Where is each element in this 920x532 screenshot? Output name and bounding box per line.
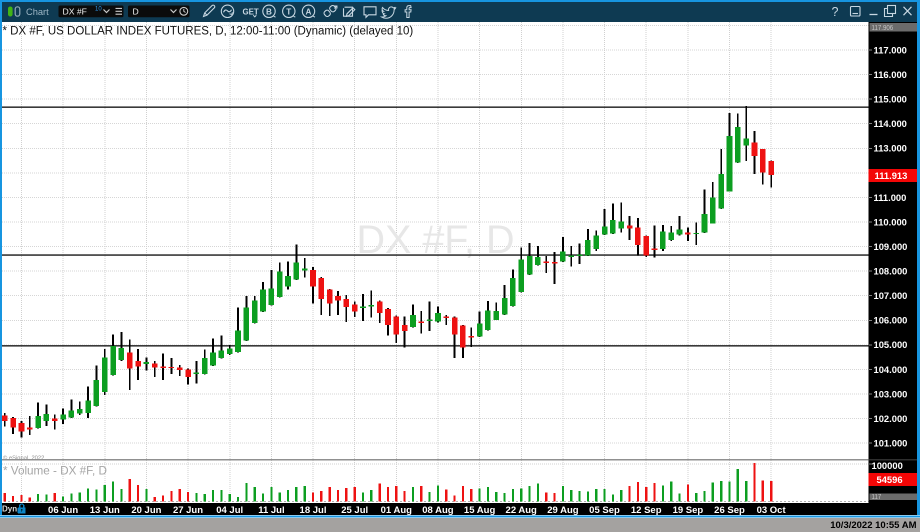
svg-text:107.000: 107.000 bbox=[874, 290, 908, 301]
svg-text:?: ? bbox=[832, 5, 839, 19]
svg-text:114.000: 114.000 bbox=[874, 118, 907, 129]
svg-text:04 Jul: 04 Jul bbox=[216, 505, 243, 516]
svg-text:109.000: 109.000 bbox=[874, 241, 908, 252]
svg-text:111.000: 111.000 bbox=[874, 192, 907, 203]
svg-text:T: T bbox=[286, 7, 291, 16]
svg-text:102.000: 102.000 bbox=[874, 413, 908, 424]
svg-text:20 Jun: 20 Jun bbox=[131, 505, 161, 516]
svg-text:18 Jul: 18 Jul bbox=[300, 505, 327, 516]
svg-text:25 Jul: 25 Jul bbox=[341, 505, 368, 516]
svg-text:08 Aug: 08 Aug bbox=[422, 505, 454, 516]
svg-text:B: B bbox=[266, 7, 272, 16]
svg-text:117.906: 117.906 bbox=[872, 25, 894, 33]
svg-text:22 Aug: 22 Aug bbox=[506, 505, 538, 516]
svg-text:Dyn: Dyn bbox=[2, 505, 17, 514]
svg-text:27 Jun: 27 Jun bbox=[173, 505, 203, 516]
svg-text:100000: 100000 bbox=[872, 460, 903, 471]
svg-text:11 Jul: 11 Jul bbox=[258, 505, 284, 516]
svg-text:103.000: 103.000 bbox=[874, 388, 908, 399]
svg-text:105.000: 105.000 bbox=[874, 339, 908, 350]
svg-text:© eSignal, 2022: © eSignal, 2022 bbox=[3, 454, 44, 461]
svg-text:101.000: 101.000 bbox=[874, 438, 908, 449]
svg-text:DX #F: DX #F bbox=[63, 6, 87, 16]
svg-text:05 Sep: 05 Sep bbox=[589, 505, 620, 516]
svg-text:03 Oct: 03 Oct bbox=[757, 505, 787, 516]
svg-text:19 Sep: 19 Sep bbox=[673, 505, 704, 516]
svg-text:15 Aug: 15 Aug bbox=[464, 505, 496, 516]
svg-text:117: 117 bbox=[872, 494, 882, 502]
svg-text:115.000: 115.000 bbox=[874, 94, 907, 105]
svg-text:GET: GET bbox=[242, 7, 258, 16]
svg-text:10: 10 bbox=[95, 7, 102, 13]
svg-text:104.000: 104.000 bbox=[874, 364, 908, 375]
svg-text:* Volume - DX #F, D: * Volume - DX #F, D bbox=[3, 465, 107, 478]
svg-text:12 Sep: 12 Sep bbox=[631, 505, 662, 516]
svg-text:Chart: Chart bbox=[26, 7, 49, 17]
svg-text:A: A bbox=[306, 7, 312, 16]
svg-text:13 Jun: 13 Jun bbox=[90, 505, 120, 516]
svg-text:111.913: 111.913 bbox=[875, 170, 908, 181]
svg-text:106.000: 106.000 bbox=[874, 315, 908, 326]
svg-text:113.000: 113.000 bbox=[874, 143, 907, 154]
svg-text:* DX #F, US DOLLAR INDEX FUTUR: * DX #F, US DOLLAR INDEX FUTURES, D, 12:… bbox=[3, 26, 414, 38]
svg-text:29 Aug: 29 Aug bbox=[547, 505, 579, 516]
svg-text:108.000: 108.000 bbox=[874, 266, 908, 277]
svg-text:01 Aug: 01 Aug bbox=[381, 505, 413, 516]
svg-text:110.000: 110.000 bbox=[874, 216, 907, 227]
svg-text:26 Sep: 26 Sep bbox=[714, 505, 745, 516]
svg-text:116.000: 116.000 bbox=[874, 69, 907, 80]
svg-text:D: D bbox=[133, 6, 139, 16]
svg-text:54596: 54596 bbox=[877, 474, 903, 485]
svg-text:06 Jun: 06 Jun bbox=[48, 505, 78, 516]
svg-text:117.000: 117.000 bbox=[874, 44, 907, 55]
